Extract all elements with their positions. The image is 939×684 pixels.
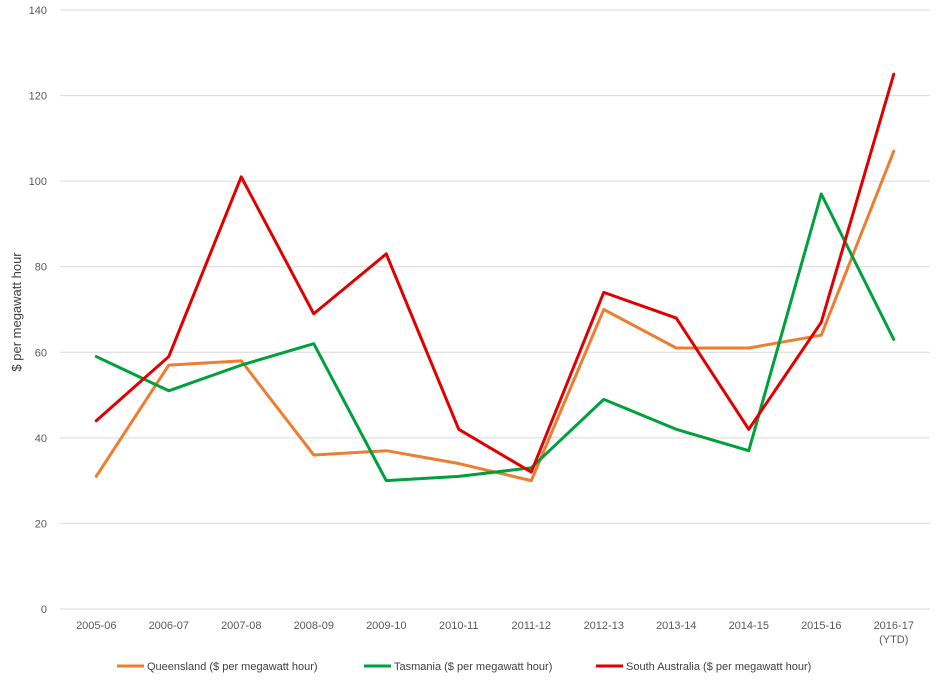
series-line-2 bbox=[94, 72, 896, 474]
x-tick-label: 2005-06 bbox=[76, 620, 116, 632]
x-tick-label: 2013-14 bbox=[656, 620, 696, 632]
x-tick-text: 2006-07 bbox=[149, 620, 189, 632]
y-tick-label: 0 bbox=[41, 604, 47, 616]
legend: Queensland ($ per megawatt hour) Tasmania… bbox=[117, 661, 811, 673]
x-tick-text: (YTD) bbox=[879, 634, 908, 646]
x-tick-label: 2016-17 (YTD) bbox=[874, 620, 914, 646]
gridlines bbox=[60, 9, 930, 610]
legend-label: Tasmania ($ per megawatt hour) bbox=[394, 661, 552, 673]
series-line-1 bbox=[94, 192, 896, 483]
x-tick-label: 2014-15 bbox=[729, 620, 769, 632]
x-tick-label: 2007-08 bbox=[221, 620, 261, 632]
x-tick-label: 2009-10 bbox=[366, 620, 406, 632]
x-tick-text: 2011-12 bbox=[511, 620, 551, 632]
x-tick-text: 2014-15 bbox=[729, 620, 769, 632]
y-tick-label: 60 bbox=[35, 347, 47, 359]
x-tick-label: 2011-12 bbox=[511, 620, 551, 632]
x-tick-text: 2010-11 bbox=[439, 620, 479, 632]
legend-label: South Australia ($ per megawatt hour) bbox=[626, 661, 811, 673]
x-tick-label: 2006-07 bbox=[149, 620, 189, 632]
y-tick-label: 20 bbox=[35, 518, 47, 530]
x-tick-text: 2007-08 bbox=[221, 620, 261, 632]
x-tick-label: 2008-09 bbox=[294, 620, 334, 632]
y-tick-label: 140 bbox=[29, 5, 47, 17]
x-tick-label: 2010-11 bbox=[439, 620, 479, 632]
x-tick-text: 2009-10 bbox=[366, 620, 406, 632]
x-tick-text: 2012-13 bbox=[584, 620, 624, 632]
x-tick-text: 2005-06 bbox=[76, 620, 116, 632]
y-tick-label: 120 bbox=[29, 91, 47, 103]
series-line-0 bbox=[94, 149, 896, 483]
legend-item-0: Queensland ($ per megawatt hour) bbox=[117, 661, 318, 673]
x-tick-text: 2016-17 bbox=[874, 620, 914, 632]
y-axis-ticks: 0 20 40 60 80 100 120 140 bbox=[29, 5, 47, 616]
x-tick-text: 2013-14 bbox=[656, 620, 696, 632]
legend-label: Queensland ($ per megawatt hour) bbox=[147, 661, 318, 673]
series-lines bbox=[94, 72, 896, 483]
legend-item-1: Tasmania ($ per megawatt hour) bbox=[364, 661, 552, 673]
x-tick-text: 2008-09 bbox=[294, 620, 334, 632]
y-tick-label: 40 bbox=[35, 433, 47, 445]
x-tick-text: 2015-16 bbox=[801, 620, 841, 632]
y-tick-label: 100 bbox=[29, 176, 47, 188]
x-tick-label: 2015-16 bbox=[801, 620, 841, 632]
x-axis-ticks: 2005-06 2006-07 2007-08 2008-09 2009-10 2010-… bbox=[76, 620, 914, 646]
x-tick-label: 2012-13 bbox=[584, 620, 624, 632]
y-axis-label: $ per megawatt hour bbox=[9, 252, 24, 372]
legend-item-2: South Australia ($ per megawatt hour) bbox=[596, 661, 811, 673]
y-tick-label: 80 bbox=[35, 262, 47, 274]
